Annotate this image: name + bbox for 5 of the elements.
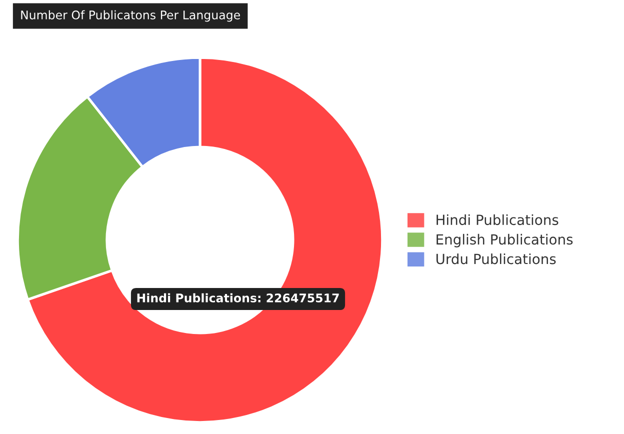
text: Hindi Publications: 226475517 (137, 293, 339, 302)
chart-title: Number Of Publicatons Per Language (21, 10, 240, 22)
legend-label: English Publications (436, 234, 573, 248)
legend-label: Hindi Publications (436, 214, 558, 226)
legend-label: Urdu Publications (436, 253, 556, 264)
